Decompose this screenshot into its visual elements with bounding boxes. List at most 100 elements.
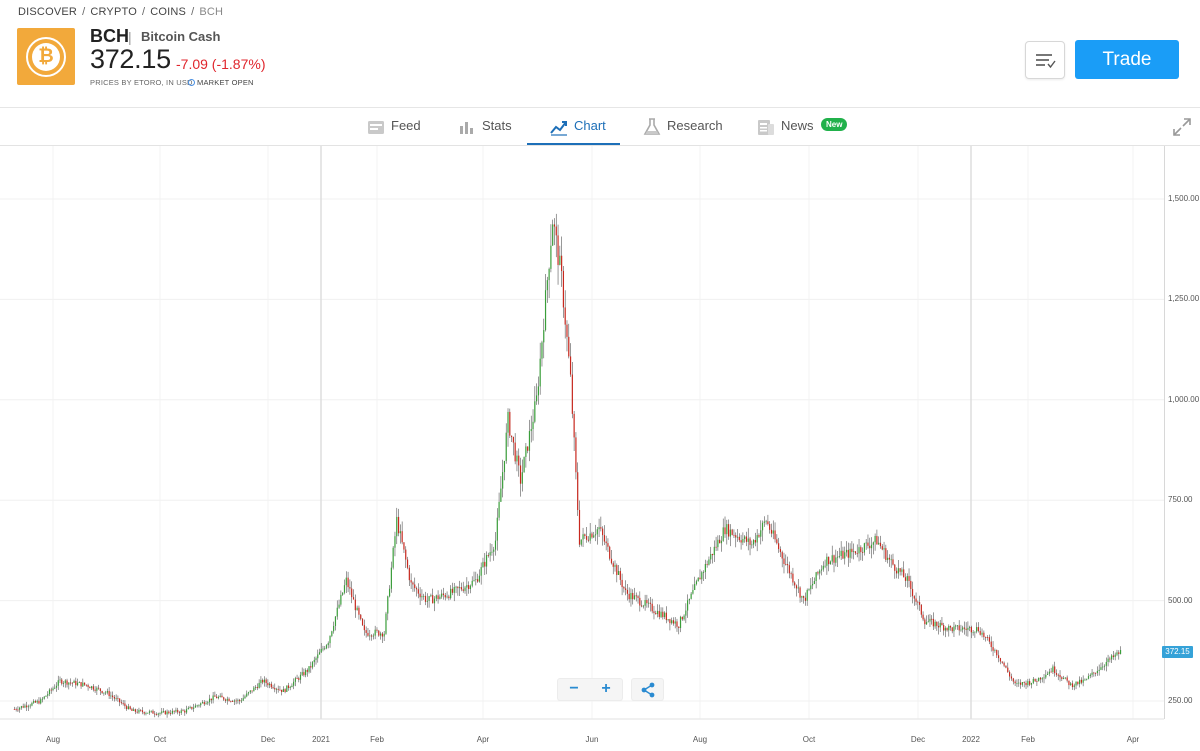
candle-up <box>43 696 45 699</box>
candle-up <box>853 551 855 553</box>
candle-down <box>1029 681 1031 685</box>
candle-down <box>1034 678 1036 682</box>
y-tick-label: 1,250.00 <box>1168 294 1200 304</box>
share-button[interactable] <box>631 678 664 701</box>
candle-up <box>305 670 307 676</box>
candle-up <box>90 686 93 689</box>
candle-up <box>580 539 582 545</box>
candle-up <box>1062 677 1065 679</box>
candle-up <box>387 596 389 614</box>
candle-down <box>573 413 575 438</box>
candle-down <box>468 585 470 590</box>
candle-down <box>915 598 917 602</box>
candle-up <box>249 690 251 693</box>
candle-down <box>279 689 281 691</box>
candle-up <box>671 620 673 624</box>
candle-down <box>349 587 351 589</box>
candle-down <box>833 555 835 563</box>
candle-up <box>435 595 437 599</box>
candle-up <box>263 679 266 683</box>
candle-up <box>240 700 243 702</box>
candle-down <box>405 549 407 560</box>
candle-up <box>313 659 315 663</box>
candle-down <box>251 690 253 692</box>
candle-up <box>219 695 221 697</box>
candle-up <box>617 571 620 575</box>
candle-up <box>57 680 59 686</box>
candle-down <box>776 539 778 544</box>
candle-up <box>674 621 676 624</box>
candle-up <box>742 538 744 543</box>
candle-up <box>200 703 202 706</box>
candle-up <box>969 627 971 628</box>
candle-down <box>779 549 782 553</box>
watchlist-button[interactable] <box>1025 41 1065 79</box>
candle-up <box>976 627 978 632</box>
candle-down <box>182 710 184 712</box>
candle-down <box>358 607 360 615</box>
candle-down <box>733 534 735 536</box>
candle-up <box>62 682 65 684</box>
candle-up <box>286 685 288 692</box>
candle-up <box>516 455 518 462</box>
candle-down <box>136 711 138 713</box>
tab-news[interactable]: News <box>757 108 814 146</box>
candle-up <box>687 600 689 611</box>
candle-down <box>509 411 511 436</box>
candle-down <box>80 682 82 687</box>
candle-up <box>96 687 98 691</box>
tab-feed[interactable]: Feed <box>367 108 421 146</box>
candle-up <box>217 696 220 699</box>
expand-icon[interactable] <box>1173 118 1191 136</box>
candle-down <box>632 593 634 600</box>
candle-up <box>150 710 152 712</box>
candle-down <box>977 627 979 631</box>
candle-down <box>131 709 133 711</box>
candle-down <box>230 701 232 702</box>
price-chart[interactable] <box>0 146 1200 751</box>
zoom-out-button[interactable]: − <box>569 680 579 697</box>
tab-stats[interactable]: Stats <box>458 108 512 146</box>
candle-up <box>383 633 385 637</box>
breadcrumb-crypto[interactable]: CRYPTO <box>90 6 137 18</box>
y-tick-label: 250.00 <box>1168 696 1193 705</box>
candle-up <box>849 548 851 558</box>
candle-up <box>539 358 541 387</box>
candle-down <box>904 577 907 581</box>
candle-down <box>437 595 439 600</box>
candle-up <box>185 709 188 713</box>
zoom-in-button[interactable]: + <box>601 680 611 697</box>
candle-up <box>372 635 374 637</box>
candlestick-chart[interactable] <box>0 146 1200 751</box>
candle-up <box>294 678 296 682</box>
candle-up <box>927 621 929 623</box>
trade-button[interactable]: Trade <box>1075 40 1179 79</box>
candle-down <box>210 698 212 701</box>
tab-chart[interactable]: Chart <box>550 108 606 146</box>
candle-down <box>94 689 96 691</box>
candle-down <box>1077 681 1079 685</box>
candle-up <box>1070 683 1072 686</box>
candle-up <box>813 581 815 584</box>
breadcrumb-discover[interactable]: DISCOVER <box>18 6 78 18</box>
candle-down <box>1023 682 1025 683</box>
candle-down <box>129 706 131 710</box>
candle-down <box>799 587 801 598</box>
candle-down <box>113 697 115 699</box>
candle-down <box>637 596 639 598</box>
candle-down <box>143 712 145 714</box>
candle-up <box>543 330 545 343</box>
candle-up <box>388 588 391 597</box>
candle-down <box>609 546 611 559</box>
candle-down <box>265 679 267 684</box>
breadcrumb-coins[interactable]: COINS <box>150 6 187 18</box>
candle-up <box>318 652 321 655</box>
candle-up <box>469 585 472 590</box>
candle-down <box>361 618 364 626</box>
candle-up <box>175 709 177 712</box>
x-tick-label: Dec <box>260 735 276 744</box>
tab-research[interactable]: Research <box>643 108 723 146</box>
candle-up <box>953 626 955 632</box>
tab-feed-label: Feed <box>391 118 421 133</box>
candle-up <box>835 557 837 563</box>
